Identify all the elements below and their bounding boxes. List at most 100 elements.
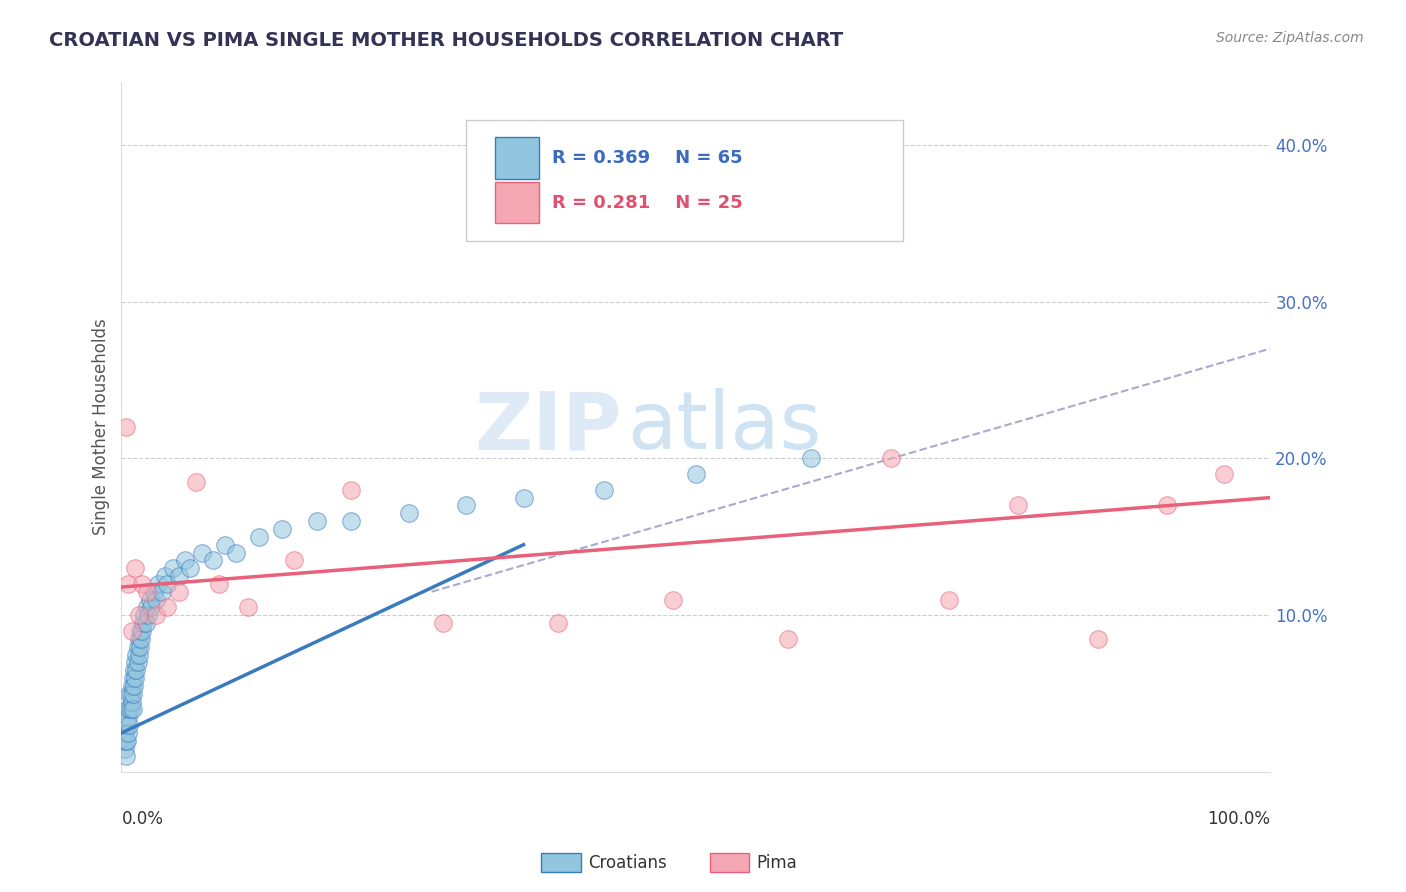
Text: 0.0%: 0.0%	[121, 810, 163, 828]
Point	[1213, 467, 1236, 481]
Point	[685, 467, 707, 481]
Point	[114, 741, 136, 756]
Point	[398, 506, 420, 520]
Point	[122, 663, 145, 677]
Point	[162, 561, 184, 575]
Point	[1007, 499, 1029, 513]
Point	[115, 733, 138, 747]
Point	[167, 584, 190, 599]
Point	[115, 718, 138, 732]
FancyBboxPatch shape	[467, 120, 903, 241]
Point	[1156, 499, 1178, 513]
Point	[134, 608, 156, 623]
Point	[340, 483, 363, 497]
Point	[121, 679, 143, 693]
Point	[512, 491, 534, 505]
Point	[131, 624, 153, 638]
Point	[125, 648, 148, 662]
Point	[128, 640, 150, 654]
Point	[142, 584, 165, 599]
Point	[145, 608, 167, 623]
Point	[141, 600, 163, 615]
Point	[121, 695, 143, 709]
Text: CROATIAN VS PIMA SINGLE MOTHER HOUSEHOLDS CORRELATION CHART: CROATIAN VS PIMA SINGLE MOTHER HOUSEHOLD…	[49, 31, 844, 50]
Text: R = 0.281    N = 25: R = 0.281 N = 25	[553, 194, 742, 211]
Point	[167, 569, 190, 583]
Point	[135, 600, 157, 615]
Point	[135, 616, 157, 631]
Point	[145, 592, 167, 607]
Point	[150, 584, 173, 599]
Text: 100.0%: 100.0%	[1208, 810, 1271, 828]
Point	[122, 687, 145, 701]
Point	[115, 702, 138, 716]
Text: atlas: atlas	[627, 388, 821, 466]
Point	[776, 632, 799, 646]
Text: ZIP: ZIP	[474, 388, 621, 466]
Point	[214, 538, 236, 552]
Point	[800, 451, 823, 466]
Point	[236, 600, 259, 615]
Point	[115, 733, 138, 747]
Point	[125, 663, 148, 677]
Point	[305, 514, 328, 528]
Point	[132, 616, 155, 631]
Point	[128, 632, 150, 646]
Point	[127, 656, 149, 670]
Point	[122, 671, 145, 685]
Point	[124, 656, 146, 670]
Point	[122, 702, 145, 716]
Point	[1087, 632, 1109, 646]
Point	[122, 679, 145, 693]
Point	[120, 687, 142, 701]
Point	[184, 475, 207, 489]
Point	[128, 624, 150, 638]
Point	[148, 577, 170, 591]
Point	[191, 545, 214, 559]
Point	[208, 577, 231, 591]
Point	[153, 569, 176, 583]
Point	[112, 733, 135, 747]
Point	[880, 451, 903, 466]
Point	[139, 592, 162, 607]
Point	[156, 600, 179, 615]
Point	[120, 702, 142, 716]
Point	[115, 749, 138, 764]
Point	[117, 726, 139, 740]
Bar	[495, 182, 538, 223]
Point	[173, 553, 195, 567]
Point	[124, 671, 146, 685]
Point	[131, 577, 153, 591]
Point	[179, 561, 201, 575]
Point	[340, 514, 363, 528]
Point	[118, 702, 141, 716]
Point	[662, 592, 685, 607]
Point	[432, 616, 454, 631]
Point	[456, 499, 478, 513]
Point	[127, 640, 149, 654]
Point	[547, 616, 569, 631]
Point	[115, 420, 138, 434]
Point	[247, 530, 270, 544]
Bar	[495, 137, 538, 178]
Point	[938, 592, 960, 607]
Point	[135, 584, 157, 599]
Point	[202, 553, 225, 567]
Text: R = 0.369    N = 65: R = 0.369 N = 65	[553, 149, 742, 167]
Y-axis label: Single Mother Households: Single Mother Households	[93, 318, 110, 535]
Point	[124, 561, 146, 575]
Text: Croatians: Croatians	[588, 854, 666, 871]
Point	[114, 726, 136, 740]
Point	[118, 718, 141, 732]
Point	[283, 553, 305, 567]
Point	[156, 577, 179, 591]
Point	[128, 648, 150, 662]
Point	[593, 483, 616, 497]
Point	[129, 632, 152, 646]
Point	[117, 710, 139, 724]
Point	[121, 624, 143, 638]
Text: Pima: Pima	[756, 854, 797, 871]
Point	[225, 545, 247, 559]
Point	[128, 608, 150, 623]
Point	[136, 608, 159, 623]
